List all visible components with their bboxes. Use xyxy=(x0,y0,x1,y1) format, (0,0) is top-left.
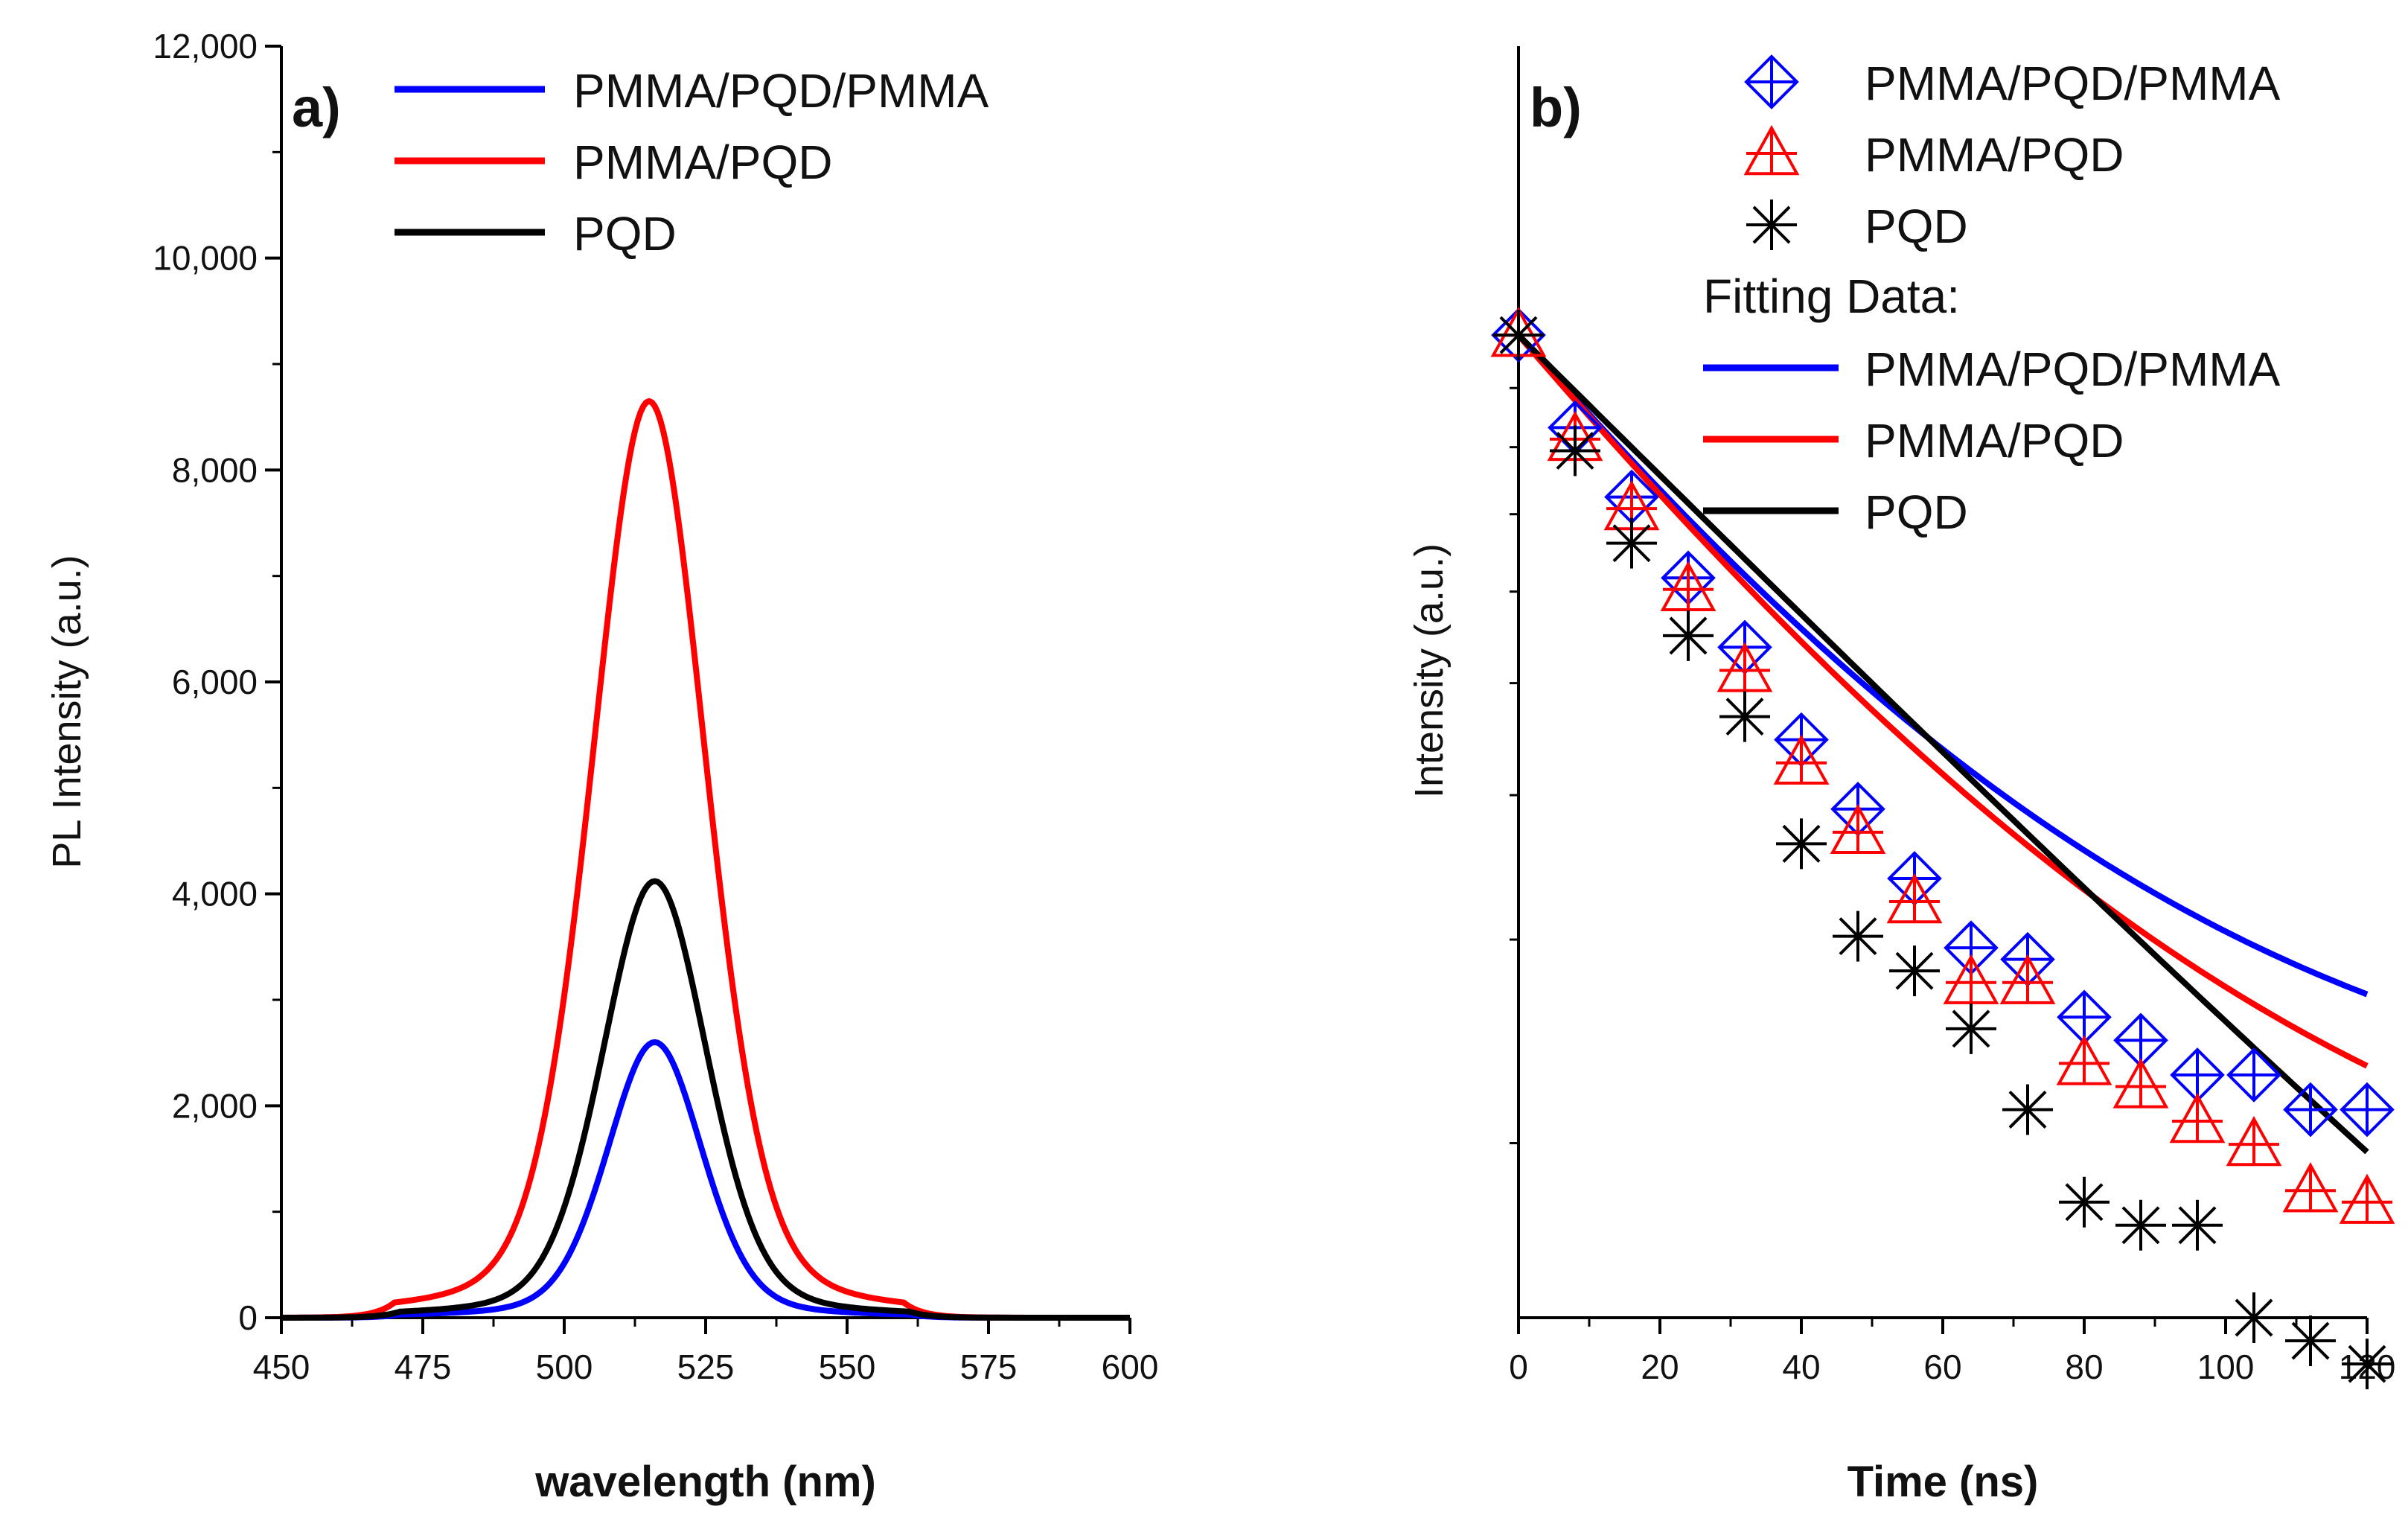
panel-b-point-pmma-pqd xyxy=(2282,1162,2339,1213)
panel-b-point-pqd xyxy=(2115,1199,2166,1251)
panel-b-point-pmma-pqd-pmma xyxy=(2283,1082,2338,1138)
panel-a-x-tick-label: 550 xyxy=(819,1347,876,1386)
panel-b-point-pmma-pqd xyxy=(2339,1173,2395,1224)
panel-b-legend-marker xyxy=(1744,54,1799,109)
panel-a-x-tick-label: 600 xyxy=(1102,1347,1159,1386)
panel-a-y-tick-label: 4,000 xyxy=(172,875,258,913)
panel-b-point-pmma-pqd xyxy=(1716,642,1773,692)
panel-a-y-tick-label: 12,000 xyxy=(153,27,258,66)
panel-b-fitting-data-label: Fitting Data: xyxy=(1703,269,1960,323)
panel-b-point-pqd xyxy=(1606,517,1657,569)
panel-b-point-pqd xyxy=(1663,610,1714,661)
panel-b-fit-pmma-pqd xyxy=(1516,333,2369,1069)
panel-b-point-pmma-pqd-pmma xyxy=(2226,1047,2281,1103)
panel-b-point-pmma-pqd xyxy=(1660,561,1716,611)
panel-b-point-pmma-pqd-pmma xyxy=(2057,989,2112,1045)
panel-a-series-pmma-pqd xyxy=(281,398,1131,1321)
panel-b-legend-label: PQD xyxy=(1865,200,1968,253)
panel-a-legend-label: PMMA/PQD xyxy=(573,135,832,189)
panel-b-point-pqd xyxy=(1550,425,1600,476)
panel-b-x-tick-label: 80 xyxy=(2065,1347,2103,1386)
panel-b-point-pmma-pqd xyxy=(1999,954,2056,1004)
panel-a-y-tick-label: 10,000 xyxy=(153,239,258,278)
panel-b-x-tick-label: 60 xyxy=(1923,1347,1961,1386)
panel-b-point-pmma-pqd xyxy=(2169,1092,2226,1144)
panel-a-x-title: wavelength (nm) xyxy=(534,1458,876,1506)
panel-b-legend-label: PMMA/PQD xyxy=(1865,128,2124,182)
panel-b-legend-fit-label: PMMA/PQD xyxy=(1865,414,2124,468)
panel-b-fit-pqd xyxy=(1516,333,2369,1155)
panel-b-label: b) xyxy=(1530,77,1582,138)
panel-b-point-pqd xyxy=(1776,818,1827,870)
panel-b-legend-fit-label: PQD xyxy=(1865,485,1968,539)
panel-b-point-pmma-pqd xyxy=(1886,873,1943,924)
panel-a-x-tick-label: 575 xyxy=(960,1347,1018,1386)
panel-b-x-title: Time (ns) xyxy=(1847,1458,2039,1506)
panel-b-point-pmma-pqd-pmma xyxy=(2340,1082,2395,1138)
panel-a-x-tick-label: 525 xyxy=(677,1347,735,1386)
panel-b-point-pqd xyxy=(1946,1003,1996,1054)
panel-a-legend-label: PQD xyxy=(573,207,677,261)
panel-a-y-tick-label: 8,000 xyxy=(172,450,258,489)
panel-b-x-tick-label: 40 xyxy=(1782,1347,1820,1386)
panel-b-legend-fit-label: PMMA/PQD/PMMA xyxy=(1865,342,2281,396)
panel-b-point-pqd xyxy=(1889,945,1940,997)
panel-a-y-tick-label: 6,000 xyxy=(172,663,258,701)
panel-a-x-tick-label: 475 xyxy=(395,1347,452,1386)
panel-a-series-pqd xyxy=(281,878,1131,1321)
panel-a-series-pmma-pqd-pmma xyxy=(281,1039,1131,1321)
panel-b-point-pqd xyxy=(2059,1176,2110,1228)
panel-a-legend-label: PMMA/PQD/PMMA xyxy=(573,64,989,118)
panel-b-point-pmma-pqd xyxy=(2226,1115,2282,1167)
panel-b-point-pmma-pqd-pmma xyxy=(2170,1047,2225,1103)
panel-b-legend-label: PMMA/PQD/PMMA xyxy=(1865,57,2281,110)
panel-a-y-tick-label: 0 xyxy=(238,1298,258,1337)
panel-a: 0 2,000 4,000 6,000 8,000 10,000 12,000 450 475 5… xyxy=(45,27,1158,1506)
panel-b-point-pmma-pqd xyxy=(1773,734,1830,785)
panel-b-x-tick-label: 100 xyxy=(2197,1347,2255,1386)
panel-b-point-pqd xyxy=(1719,691,1770,742)
panel-b-point-pqd xyxy=(1833,910,1883,962)
panel-b-point-pqd xyxy=(2172,1199,2223,1251)
panel-b-point-pqd xyxy=(2285,1315,2336,1367)
panel-b-point-pqd xyxy=(1493,310,1544,361)
panel-b-point-pqd xyxy=(2342,1339,2392,1390)
panel-b-x-tick-label: 0 xyxy=(1509,1347,1528,1386)
panel-b-point-pmma-pqd xyxy=(1830,803,1886,855)
panel-b-point-pmma-pqd xyxy=(2112,1058,2169,1109)
panel-b: 020406080100120Time (ns)Intensity (a.u.)… xyxy=(1407,46,2395,1506)
panel-a-y-title: PL Intensity (a.u.) xyxy=(45,555,89,868)
panel-a-x-tick-label: 500 xyxy=(536,1347,593,1386)
panel-b-y-title: Intensity (a.u.) xyxy=(1407,543,1451,798)
panel-b-legend-marker xyxy=(1746,200,1797,250)
panel-b-x-tick-label: 20 xyxy=(1641,1347,1679,1386)
panel-a-x-tick-label: 450 xyxy=(253,1347,310,1386)
panel-b-point-pqd xyxy=(2002,1084,2053,1135)
panel-a-label: a) xyxy=(292,77,341,138)
panel-b-legend-marker xyxy=(1743,124,1800,176)
panel-a-y-tick-label: 2,000 xyxy=(172,1086,258,1125)
panel-b-point-pmma-pqd-pmma xyxy=(2113,1012,2168,1068)
panel-b-point-pmma-pqd xyxy=(2056,1035,2112,1085)
panel-b-point-pmma-pqd xyxy=(1943,954,1999,1004)
panel-b-point-pqd xyxy=(2229,1292,2279,1343)
